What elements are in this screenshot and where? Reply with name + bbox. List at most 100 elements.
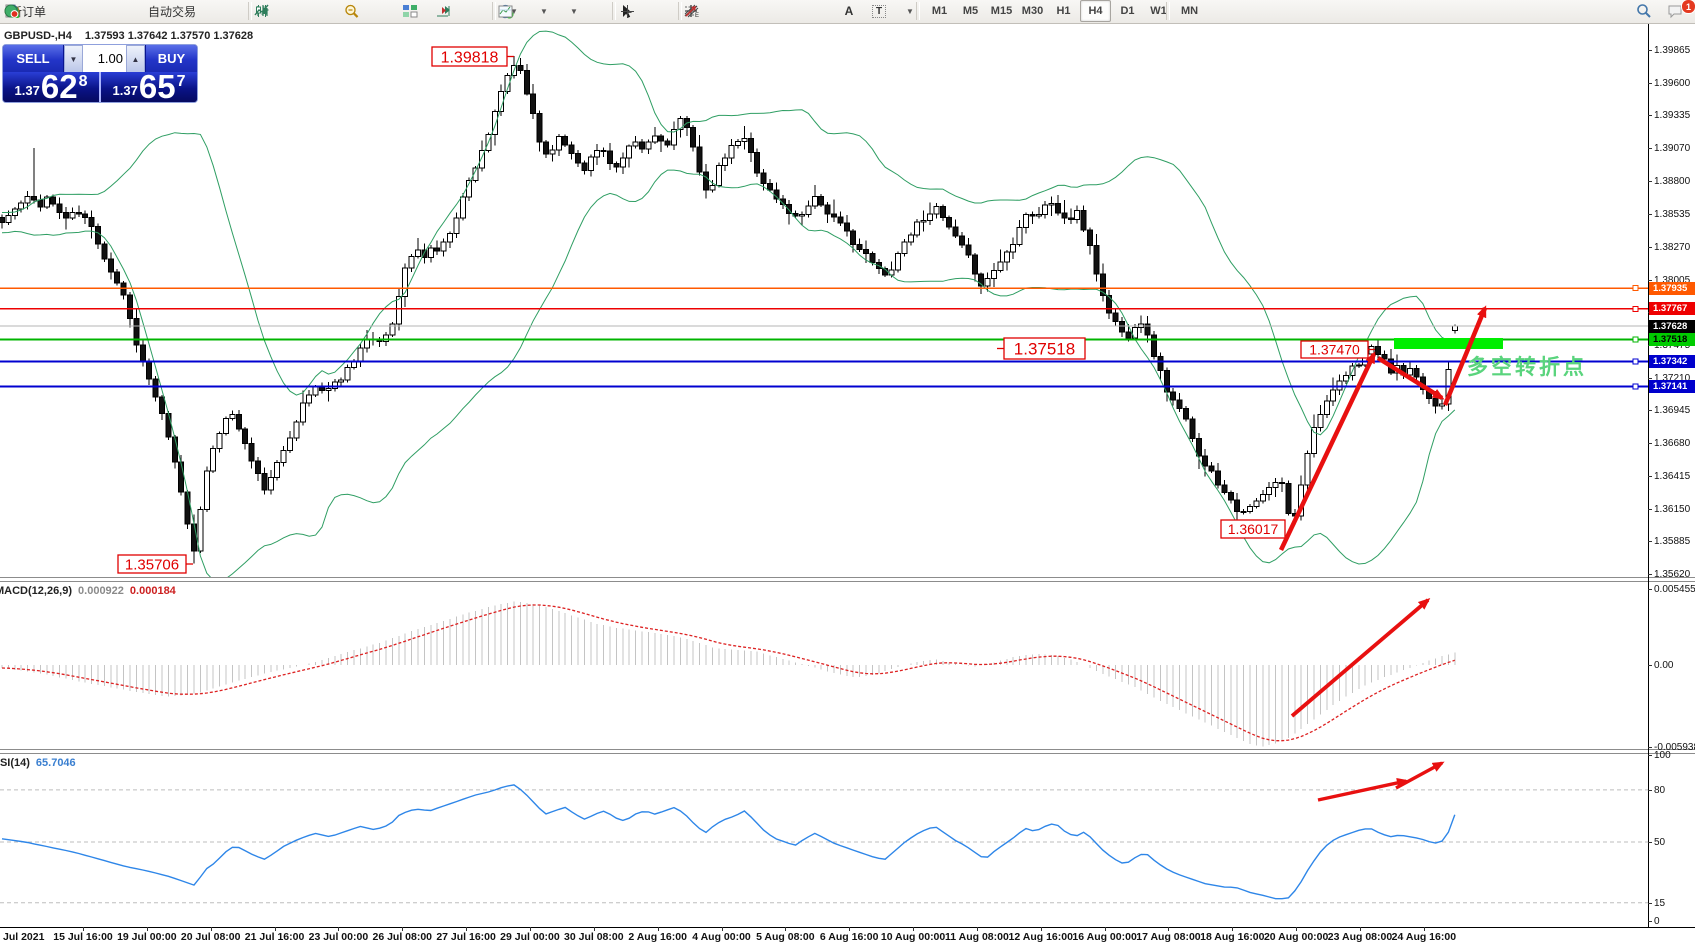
arrows-tool-button[interactable]: ▼ <box>685 1 923 21</box>
zoom-out-button[interactable] <box>345 1 403 21</box>
candle <box>978 272 985 294</box>
market-watch-button[interactable] <box>4 1 81 21</box>
panel-divider[interactable] <box>0 577 1695 578</box>
macd-indicator-panel[interactable] <box>0 583 1648 750</box>
candle <box>203 466 210 512</box>
candle <box>338 377 345 386</box>
candle <box>1080 205 1087 233</box>
candlestick-chart-button[interactable] <box>256 1 313 21</box>
rsi-indicator-panel[interactable] <box>0 755 1648 927</box>
candle <box>568 141 575 160</box>
signals-button[interactable] <box>5 1 141 21</box>
rsi-tick-label: 50 <box>1654 837 1666 848</box>
templates-button[interactable]: ▼ <box>498 1 587 21</box>
crosshair-button[interactable] <box>621 1 679 21</box>
buy-button[interactable]: BUY <box>145 45 197 72</box>
candle <box>1138 315 1145 333</box>
timeframe-button-h1[interactable]: H1 <box>1056 5 1071 17</box>
candle <box>31 148 37 204</box>
line-handle[interactable] <box>1632 358 1639 365</box>
search-button[interactable] <box>1637 1 1665 21</box>
candle <box>1106 289 1113 320</box>
trendline-button[interactable] <box>684 1 773 21</box>
candle <box>1208 461 1215 473</box>
candle <box>651 126 658 144</box>
line-handle[interactable] <box>1632 336 1639 343</box>
line-handle[interactable] <box>1632 305 1639 312</box>
timeframe-button-h4[interactable]: H4 <box>1080 0 1111 22</box>
candle <box>1234 493 1241 523</box>
text-label-button[interactable]: T <box>865 1 893 21</box>
price-label-box[interactable]: 1.37470 <box>1300 340 1375 359</box>
candle <box>440 238 447 257</box>
timeframe-button-m5[interactable]: M5 <box>962 5 979 17</box>
candle <box>779 195 786 209</box>
line-chart-button[interactable] <box>254 1 343 21</box>
time-axis-label: 24 Aug 16:00 <box>1391 931 1457 943</box>
price-label-box[interactable]: 1.36017 <box>1220 519 1286 539</box>
price-label-box[interactable]: 1.37518 <box>997 337 1086 360</box>
timeframe-button-d1[interactable]: D1 <box>1120 5 1135 17</box>
macd-label: MACD(12,26,9) 0.000922 0.000184 <box>0 585 176 597</box>
line-handle[interactable] <box>1632 383 1639 390</box>
sell-price[interactable]: 1.37 62 8 <box>3 70 99 102</box>
trend-arrow[interactable] <box>1376 356 1445 400</box>
chart-shift-button[interactable] <box>437 1 495 21</box>
candle <box>1253 498 1260 509</box>
notifications-button[interactable]: 1 <box>1667 0 1695 21</box>
candle <box>1042 200 1049 219</box>
trend-arrow[interactable] <box>1317 778 1409 802</box>
candlestick-layer <box>0 55 1458 564</box>
timeframe-button-w1[interactable]: W1 <box>1150 5 1167 17</box>
sell-button[interactable]: SELL <box>3 45 64 72</box>
panel-divider[interactable] <box>0 749 1695 750</box>
volume-input[interactable]: 1.00 <box>83 45 126 72</box>
panel-divider[interactable] <box>0 753 1695 754</box>
candle <box>965 238 972 258</box>
timeframe-button-m30[interactable]: M30 <box>1021 5 1044 17</box>
svg-text:1.35706: 1.35706 <box>125 556 179 573</box>
trend-arrow[interactable] <box>1395 761 1445 790</box>
community-button[interactable] <box>5 1 111 21</box>
green-highlight-bar[interactable] <box>1394 338 1503 349</box>
candle <box>280 446 287 467</box>
equidistant-channel-button[interactable]: E <box>684 1 803 21</box>
candle <box>818 194 825 207</box>
tile-windows-button[interactable] <box>403 1 431 21</box>
line-handle[interactable] <box>1632 285 1639 292</box>
time-axis-tick <box>658 927 659 931</box>
toolbar-separator <box>612 2 616 20</box>
candle <box>581 160 588 175</box>
volume-decrease-button[interactable]: ▼ <box>64 45 83 74</box>
panel-divider[interactable] <box>0 581 1695 582</box>
timeframe-button-mn[interactable]: MN <box>1180 5 1199 17</box>
trend-arrow[interactable] <box>1290 598 1431 718</box>
trend-arrow[interactable] <box>1278 351 1377 551</box>
time-axis-label: 5 Aug 08:00 <box>756 931 815 943</box>
periods-button[interactable]: ▼ <box>498 1 557 21</box>
candle <box>69 207 76 221</box>
time-axis-tick <box>1424 927 1425 931</box>
horizontal-line-button[interactable] <box>685 1 743 21</box>
trend-arrow[interactable] <box>1442 305 1488 406</box>
main-price-chart[interactable]: 1.39818 1.37518 1.37470 1.36017 1.35706 <box>0 24 1648 577</box>
candle <box>50 194 57 207</box>
price-label-box[interactable]: 1.35706 <box>117 554 193 574</box>
chart-shift-icon <box>437 6 450 17</box>
candle <box>555 134 562 157</box>
timeframe-button-m1[interactable]: M1 <box>931 5 948 17</box>
auto-trading-button[interactable]: 自动交易 <box>4 1 201 21</box>
text-button[interactable]: A <box>844 4 854 18</box>
candle <box>805 200 812 218</box>
macd-main-value: 0.000922 <box>78 585 124 597</box>
candle <box>837 211 844 226</box>
candle <box>127 292 133 328</box>
toolbar-separator <box>678 2 682 20</box>
timeframe-button-m15[interactable]: M15 <box>990 5 1013 17</box>
price-tick-label: 1.36415 <box>1654 471 1691 482</box>
fibonacci-button[interactable]: F <box>685 1 833 21</box>
price-label-box[interactable]: 1.39818 <box>431 46 514 67</box>
buy-price[interactable]: 1.37 65 7 <box>101 70 197 102</box>
text-label-icon: T <box>871 4 887 18</box>
trade-controls-row: SELL ▼ 1.00 ▲ BUY <box>3 45 197 74</box>
